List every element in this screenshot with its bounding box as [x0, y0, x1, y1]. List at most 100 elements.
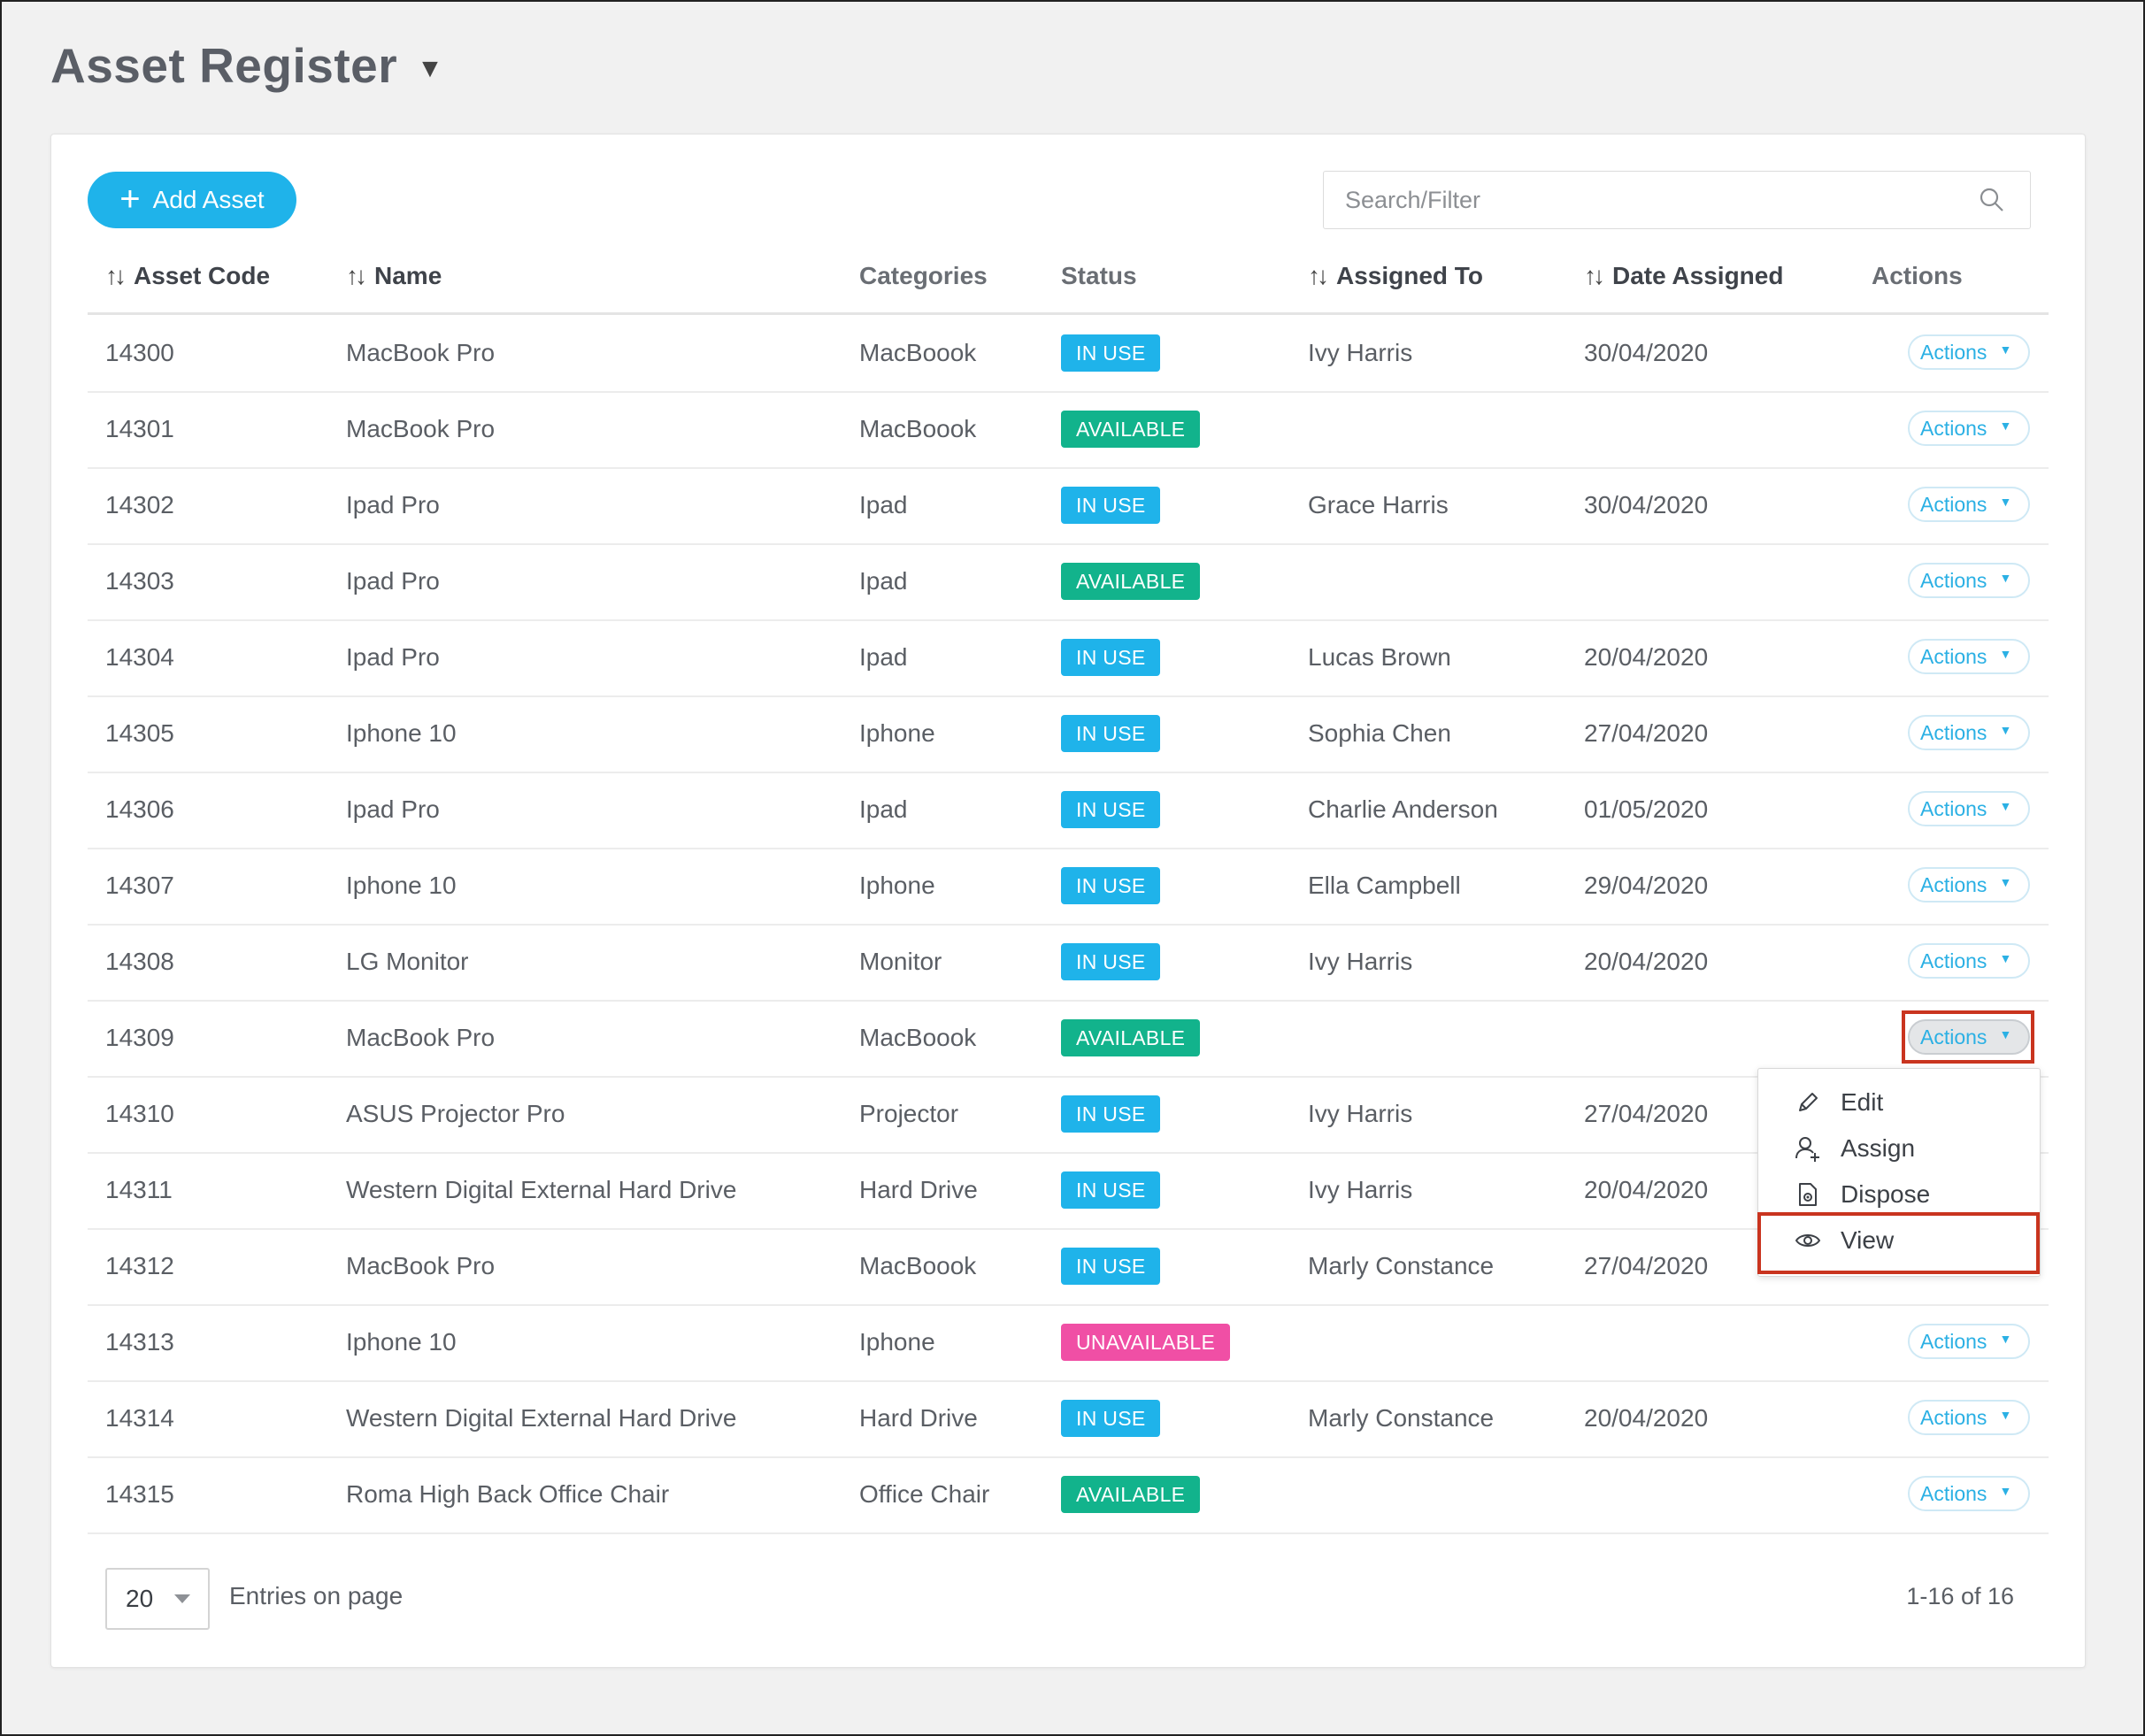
row-actions-button[interactable]: Actions ▼ [1908, 639, 2030, 674]
cell-category: MacBoook [859, 415, 977, 442]
column-header-status: Status [1061, 254, 1137, 298]
menu-item-assign[interactable]: Assign [1758, 1125, 2040, 1171]
cell-date-assigned: 27/04/2020 [1584, 1100, 1709, 1127]
row-actions-button[interactable]: Actions ▼ [1908, 411, 2030, 446]
actions-label: Actions [1920, 1481, 1987, 1505]
actions-highlight-box [1902, 1010, 2034, 1064]
search-input[interactable] [1324, 172, 1979, 228]
cell-status: IN USE [1061, 315, 1161, 391]
sort-icon[interactable]: ↑↓ [1584, 262, 1605, 289]
table-row[interactable]: 14308 LG Monitor Monitor Ivy Harris 20/04/20… [88, 924, 2049, 1002]
table-row[interactable]: 14310 ASUS Projector Pro Projector Ivy Harr… [88, 1076, 2049, 1154]
cell-asset-code: 14303 [105, 567, 174, 595]
cell-status: IN USE [1061, 772, 1161, 848]
title-dropdown-icon[interactable]: ▼ [417, 54, 444, 83]
eye-icon [1793, 1231, 1823, 1250]
row-actions-button[interactable]: Actions ▼ [1908, 791, 2030, 826]
cell-name: Iphone 10 [346, 872, 457, 899]
table-row[interactable]: 14307 Iphone 10 Iphone Ella Campbell 29/04/2… [88, 848, 2049, 926]
column-header-asset-code[interactable]: ↑↓ Asset Code [105, 254, 270, 298]
cell-status: IN USE [1061, 924, 1161, 1000]
cell-asset-code: 14304 [105, 643, 174, 671]
sort-icon[interactable]: ↑↓ [346, 262, 367, 289]
cell-assigned-to: Sophia Chen [1308, 719, 1451, 747]
asset-table-card: + Add Asset ↑↓ Asset Code ↑↓ Name Catego… [50, 134, 2086, 1668]
table-row[interactable]: 14300 MacBook Pro MacBoook Ivy Harris 30/04/… [88, 315, 2049, 393]
row-actions-button[interactable]: Actions ▼ [1908, 1476, 2030, 1511]
table-row[interactable]: 14305 Iphone 10 Iphone Sophia Chen 27/04/202… [88, 695, 2049, 773]
table-row[interactable]: 14301 MacBook Pro MacBoook AVAILABLE Actions… [88, 391, 2049, 469]
caret-down-icon: ▼ [1999, 875, 2012, 889]
sort-icon[interactable]: ↑↓ [1308, 262, 1329, 289]
cell-category: Iphone [859, 1328, 935, 1356]
cell-asset-code: 14305 [105, 719, 174, 747]
menu-item-dispose[interactable]: Dispose [1758, 1171, 2040, 1218]
actions-label: Actions [1920, 568, 1987, 592]
cell-name: Roma High Back Office Chair [346, 1480, 670, 1508]
caret-down-icon: ▼ [1999, 799, 2012, 813]
status-badge: IN USE [1061, 715, 1161, 752]
row-actions-button[interactable]: Actions ▼ [1908, 943, 2030, 979]
search-icon[interactable] [1979, 187, 2014, 213]
cell-name: ASUS Projector Pro [346, 1100, 565, 1127]
search-filter[interactable] [1323, 171, 2031, 229]
table-row[interactable]: 14302 Ipad Pro Ipad Grace Harris 30/04/2020 I… [88, 467, 2049, 545]
menu-item-label: Edit [1841, 1088, 1884, 1116]
table-row[interactable]: 14311 Western Digital External Hard Drive… [88, 1152, 2049, 1230]
column-header-categories: Categories [859, 254, 988, 298]
column-label: Assigned To [1336, 262, 1483, 289]
status-badge: AVAILABLE [1061, 563, 1201, 600]
row-actions-button[interactable]: Actions ▼ [1908, 487, 2030, 522]
column-header-date-assigned[interactable]: ↑↓ Date Assigned [1584, 254, 1783, 298]
row-actions-button[interactable]: Actions ▼ [1908, 563, 2030, 598]
page-size-select[interactable]: 20 [105, 1568, 210, 1630]
column-header-assigned-to[interactable]: ↑↓ Assigned To [1308, 254, 1483, 298]
pencil-icon [1793, 1090, 1823, 1115]
cell-status: IN USE [1061, 1152, 1161, 1228]
table-row[interactable]: 14313 Iphone 10 Iphone UNAVAILABLE Actions ▼ [88, 1304, 2049, 1382]
page-title[interactable]: Asset Register ▼ [50, 37, 443, 94]
actions-label: Actions [1920, 1405, 1987, 1429]
cell-category: Ipad [859, 567, 908, 595]
status-badge: AVAILABLE [1061, 1019, 1201, 1056]
cell-assigned-to: Marly Constance [1308, 1252, 1495, 1279]
actions-label: Actions [1920, 492, 1987, 516]
table-row[interactable]: 14309 MacBook Pro MacBoook AVAILABLE Actions… [88, 1000, 2049, 1078]
cell-category: Projector [859, 1100, 959, 1127]
row-actions-button[interactable]: Actions ▼ [1908, 334, 2030, 370]
page-title-text: Asset Register [50, 38, 398, 93]
table-row[interactable]: 14303 Ipad Pro Ipad AVAILABLE Actions ▼ [88, 543, 2049, 621]
row-actions-button[interactable]: Actions ▼ [1908, 1400, 2030, 1435]
table-row[interactable]: 14315 Roma High Back Office Chair Office C… [88, 1456, 2049, 1534]
sort-icon[interactable]: ↑↓ [105, 262, 127, 289]
table-row[interactable]: 14312 MacBook Pro MacBoook Marly Constance 2… [88, 1228, 2049, 1306]
table-row[interactable]: 14314 Western Digital External Hard Drive… [88, 1380, 2049, 1458]
status-badge: IN USE [1061, 487, 1161, 524]
menu-item-view[interactable]: View [1758, 1218, 2040, 1264]
pagination-info: 1-16 of 16 [1906, 1583, 2014, 1609]
cell-date-assigned: 27/04/2020 [1584, 1252, 1709, 1279]
view-highlight-box [1757, 1212, 2040, 1274]
table-row[interactable]: 14304 Ipad Pro Ipad Lucas Brown 20/04/2020 IN… [88, 619, 2049, 697]
caret-down-icon: ▼ [1999, 571, 2012, 585]
cell-date-assigned: 20/04/2020 [1584, 1176, 1709, 1203]
cell-asset-code: 14308 [105, 948, 174, 975]
row-actions-button[interactable]: Actions ▼ [1908, 1324, 2030, 1359]
column-label: Date Assigned [1612, 262, 1784, 289]
column-header-name[interactable]: ↑↓ Name [346, 254, 442, 298]
row-actions-button[interactable]: Actions ▼ [1908, 867, 2030, 903]
row-actions-button[interactable]: Actions ▼ [1908, 715, 2030, 750]
cell-name: Ipad Pro [346, 795, 440, 823]
menu-item-edit[interactable]: Edit [1758, 1079, 2040, 1125]
cell-asset-code: 14314 [105, 1404, 174, 1432]
cell-assigned-to: Ivy Harris [1308, 1100, 1413, 1127]
column-label: Actions [1872, 262, 1963, 289]
cell-category: MacBoook [859, 339, 977, 366]
status-badge: AVAILABLE [1061, 1476, 1201, 1513]
add-asset-button[interactable]: + Add Asset [88, 172, 296, 228]
cell-date-assigned: 20/04/2020 [1584, 1404, 1709, 1432]
table-row[interactable]: 14306 Ipad Pro Ipad Charlie Anderson 01/05/2… [88, 772, 2049, 849]
row-actions-button[interactable]: Actions ▼ [1908, 1019, 2030, 1055]
caret-down-icon: ▼ [1999, 1484, 2012, 1498]
cell-name: Iphone 10 [346, 719, 457, 747]
